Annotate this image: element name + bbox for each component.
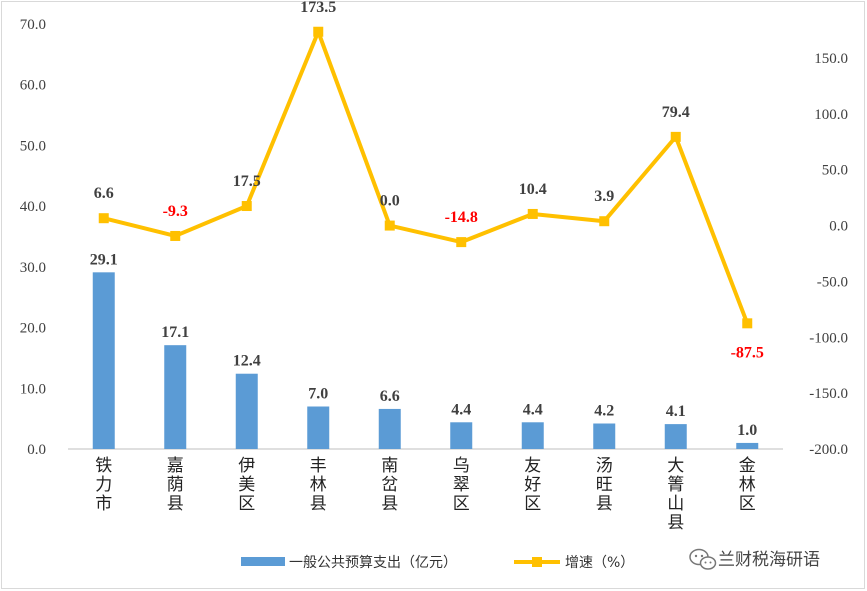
watermark-text: 兰财税海研语	[718, 550, 820, 570]
growth-line	[103, 29, 750, 325]
line-value-label: 17.5	[233, 173, 261, 190]
left-tick-label: 30.0	[20, 260, 46, 276]
category-label: 丰林县	[310, 456, 327, 514]
left-axis: 0.0 10.0 20.0 30.0 40.0 50.0 60.0 70.0	[20, 17, 46, 458]
bar	[307, 406, 330, 449]
left-tick-label: 70.0	[20, 17, 46, 33]
bar	[92, 272, 115, 449]
category-label: 乌翠区	[453, 456, 470, 514]
bar	[521, 422, 544, 449]
line-marker	[98, 213, 109, 224]
left-tick-label: 40.0	[20, 199, 46, 215]
line-marker	[670, 131, 681, 142]
bar	[235, 373, 258, 449]
left-tick-label: 20.0	[20, 321, 46, 337]
line-value-label: 0.0	[380, 193, 400, 210]
right-tick-label: 0.0	[829, 219, 848, 235]
line-value-label: -14.8	[445, 209, 478, 226]
right-tick-label: -100.0	[809, 330, 848, 346]
bar-value-label: 29.1	[90, 251, 118, 268]
category-label: 友好区	[524, 456, 541, 514]
bar-value-label: 12.4	[233, 353, 261, 370]
bar-data-labels: 29.1 17.1 12.4 7.0 6.6 4.4 4.4 4.2 4.1 1.0	[90, 251, 758, 439]
line-value-label: 79.4	[662, 104, 690, 121]
bar-value-label: 4.4	[523, 401, 543, 418]
line-marker	[170, 230, 181, 241]
right-tick-label: 150.0	[814, 51, 848, 67]
line-marker	[599, 216, 610, 227]
legend-line-marker	[532, 557, 542, 567]
bar-value-label: 6.6	[380, 388, 400, 405]
left-tick-label: 10.0	[20, 381, 46, 397]
category-label: 嘉荫县	[167, 456, 184, 514]
bar	[450, 422, 473, 449]
bar-value-label: 1.0	[737, 422, 757, 439]
bar	[164, 345, 187, 449]
category-label: 金林区	[739, 456, 756, 514]
bar-series	[92, 272, 759, 449]
wechat-icon	[689, 548, 717, 570]
legend: 一般公共预算支出（亿元） 增速（%）	[241, 555, 634, 571]
legend-line-label: 增速（%）	[565, 555, 634, 571]
right-tick-label: 100.0	[814, 107, 848, 123]
category-label: 伊美区	[238, 456, 255, 514]
line-data-labels: 6.6 -9.3 17.5 173.5 0.0 -14.8 10.4 3.9 79.4 -87.5	[94, 0, 764, 361]
line-marker	[384, 220, 395, 231]
line-value-label: -87.5	[731, 344, 764, 361]
watermark: 兰财税海研语	[689, 548, 820, 570]
line-value-label: 173.5	[300, 0, 336, 16]
line-marker	[527, 208, 538, 219]
bar	[664, 424, 687, 449]
left-tick-label: 60.0	[20, 78, 46, 94]
right-axis: -200.0 -150.0 -100.0 -50.0 0.0 50.0 100.0 150.0	[809, 51, 848, 458]
line-value-label: -9.3	[163, 203, 188, 220]
bar-value-label: 4.4	[451, 401, 471, 418]
category-label: 南岔县	[381, 456, 398, 514]
line-series	[98, 26, 753, 329]
bar	[593, 423, 616, 449]
category-label: 大箐山县	[667, 456, 684, 533]
right-tick-label: -150.0	[809, 386, 848, 402]
line-value-label: 6.6	[94, 185, 114, 202]
legend-bar-label: 一般公共预算支出（亿元）	[289, 555, 457, 571]
line-marker	[313, 26, 324, 37]
right-tick-label: -200.0	[809, 442, 848, 458]
line-marker	[456, 237, 467, 248]
bar-value-label: 4.2	[594, 403, 614, 420]
bar	[378, 408, 401, 449]
line-value-label: 10.4	[519, 181, 547, 198]
line-marker	[241, 201, 252, 212]
left-tick-label: 0.0	[27, 442, 46, 458]
right-tick-label: -50.0	[817, 274, 848, 290]
left-tick-label: 50.0	[20, 138, 46, 154]
right-tick-label: 50.0	[822, 163, 848, 179]
bar-value-label: 4.1	[666, 403, 686, 420]
category-label: 汤旺县	[596, 456, 613, 514]
category-labels: 铁力市 嘉荫县 伊美区 丰林县 南岔县 乌翠区 友好区 汤旺县 大箐山县 金林区	[95, 456, 756, 533]
bar	[736, 442, 759, 449]
line-value-label: 3.9	[594, 188, 614, 205]
bar-value-label: 7.0	[308, 386, 328, 403]
line-marker	[742, 318, 753, 329]
category-label: 铁力市	[95, 456, 112, 514]
bar-value-label: 17.1	[161, 324, 189, 341]
legend-bar-swatch	[241, 557, 285, 566]
